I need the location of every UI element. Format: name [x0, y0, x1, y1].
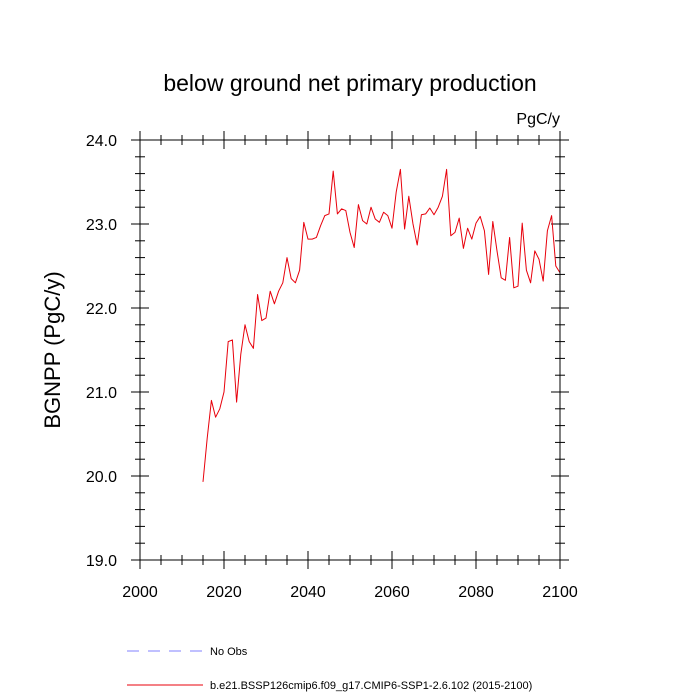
- legend-label-obs: No Obs: [210, 646, 248, 658]
- chart-title: below ground net primary production: [163, 70, 536, 96]
- series-layer: [202, 168, 561, 482]
- x-tick-label: 2080: [458, 584, 494, 601]
- series-line-model: [202, 168, 561, 482]
- x-tick-label: 2000: [122, 584, 158, 601]
- axis-ticks: [131, 131, 569, 569]
- x-tick-label: 2100: [542, 584, 578, 601]
- legend-label-model: b.e21.BSSP126cmip6.f09_g17.CMIP6-SSP1-2.…: [210, 680, 532, 692]
- y-tick-label: 21.0: [86, 385, 117, 402]
- y-tick-label: 19.0: [86, 553, 117, 570]
- y-tick-label: 20.0: [86, 469, 117, 486]
- units-label: PgC/y: [516, 111, 560, 128]
- plot-frame: [139, 139, 561, 561]
- x-tick-label: 2020: [206, 584, 242, 601]
- y-tick-label: 22.0: [86, 301, 117, 318]
- y-tick-label: 23.0: [86, 217, 117, 234]
- legend: No Obs b.e21.BSSP126cmip6.f09_g17.CMIP6-…: [127, 646, 532, 692]
- y-axis-label: BGNPP (PgC/y): [40, 271, 65, 428]
- y-tick-label: 24.0: [86, 133, 117, 150]
- x-tick-label: 2040: [290, 584, 326, 601]
- x-tick-label: 2060: [374, 584, 410, 601]
- tick-labels: 2000 2020 2040 2060 2080 2100 19.0 20.0 21.0 22.0…: [86, 133, 578, 601]
